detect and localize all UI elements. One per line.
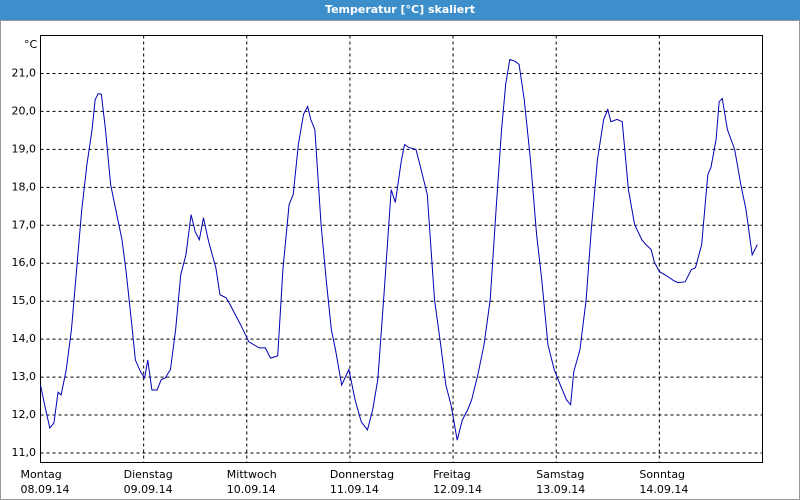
- x-tick-label: Montag: [21, 468, 62, 481]
- y-tick-label: 14,0: [12, 332, 37, 345]
- y-tick-label: 17,0: [12, 218, 37, 231]
- x-tick-date: 09.09.14: [124, 483, 173, 496]
- y-tick-label: 18,0: [12, 180, 37, 193]
- y-tick-label: 11,0: [12, 446, 37, 459]
- x-tick-date: 12.09.14: [433, 483, 482, 496]
- plot-frame: [40, 35, 763, 463]
- x-tick-label: Donnerstag: [330, 468, 394, 481]
- y-tick-label: 12,0: [12, 408, 37, 421]
- y-tick-label: 21,0: [12, 66, 37, 79]
- y-tick-label: 13,0: [12, 370, 37, 383]
- x-tick-label: Freitag: [433, 468, 471, 481]
- x-tick-label: Sonntag: [639, 468, 685, 481]
- x-tick-date: 10.09.14: [227, 483, 276, 496]
- y-tick-label: 15,0: [12, 294, 37, 307]
- x-tick-date: 13.09.14: [536, 483, 585, 496]
- y-unit: °C: [24, 38, 38, 51]
- x-tick-label: Dienstag: [124, 468, 173, 481]
- chart-title: Temperatur [°C] skaliert: [325, 3, 475, 16]
- x-tick-date: 11.09.14: [330, 483, 379, 496]
- x-tick-date: 08.09.14: [21, 483, 70, 496]
- y-tick-label: 16,0: [12, 256, 37, 269]
- x-tick-date: 14.09.14: [639, 483, 688, 496]
- y-tick-label: 20,0: [12, 104, 37, 117]
- x-tick-label: Samstag: [536, 468, 584, 481]
- y-tick-label: 19,0: [12, 142, 37, 155]
- title-bar: [0, 0, 800, 20]
- x-tick-label: Mittwoch: [227, 468, 277, 481]
- temperature-line: [40, 58, 758, 441]
